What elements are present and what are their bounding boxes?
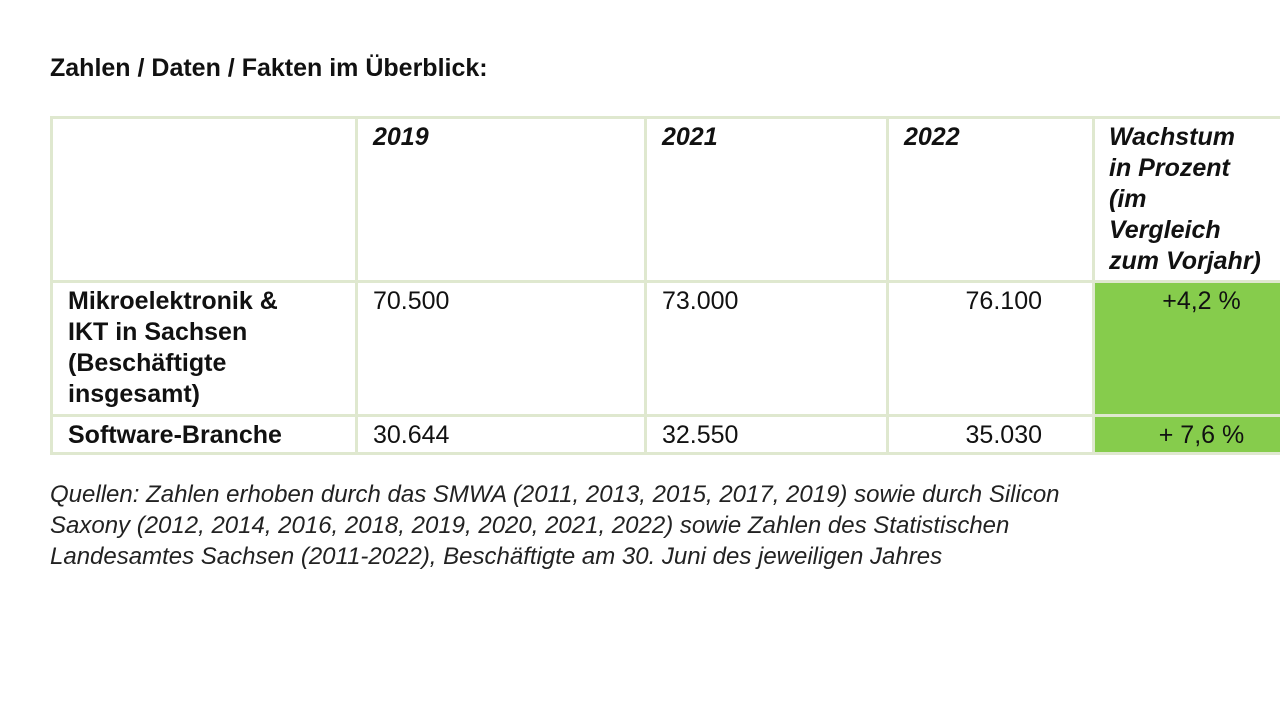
row-label-line: insgesamt) — [68, 380, 200, 408]
table-row-mikroelektronik: Mikroelektronik & IKT in Sachsen (Beschä… — [50, 280, 1280, 417]
row-label-line: IKT in Sachsen — [68, 318, 248, 346]
header-growth-line: in Prozent — [1109, 154, 1230, 182]
sources-line: Saxony (2012, 2014, 2016, 2018, 2019, 20… — [50, 512, 1010, 539]
cell-software-2019: 30.644 — [355, 414, 647, 455]
sources-note: Quellen: Zahlen erhoben durch das SMWA (… — [50, 479, 1240, 572]
sources-line: Landesamtes Sachsen (2011-2022), Beschäf… — [50, 543, 943, 570]
header-growth-line: Vergleich — [1109, 216, 1221, 244]
sources-line: Quellen: Zahlen erhoben durch das SMWA (… — [50, 481, 1060, 508]
header-growth-cell: Wachstum in Prozent (im Vergleich zum Vo… — [1092, 116, 1280, 283]
cell-mikro-2019: 70.500 — [355, 280, 647, 417]
row-label-software: Software-Branche — [50, 414, 358, 455]
header-growth-line: Wachstum — [1109, 123, 1235, 151]
page-heading: Zahlen / Daten / Fakten im Überblick: — [50, 54, 488, 82]
cell-software-2022: 35.030 — [886, 414, 1095, 455]
cell-software-2021: 32.550 — [644, 414, 889, 455]
header-empty-cell — [50, 116, 358, 283]
row-label-line: Software-Branche — [68, 421, 282, 449]
row-label-line: (Beschäftigte — [68, 349, 227, 377]
row-label-mikroelektronik: Mikroelektronik & IKT in Sachsen (Beschä… — [50, 280, 358, 417]
cell-software-growth: + 7,6 % — [1092, 414, 1280, 455]
header-growth-line: (im — [1109, 185, 1147, 213]
table-row-software: Software-Branche 30.644 32.550 35.030 + … — [50, 414, 1280, 455]
facts-table: 2019 2021 2022 Wachstum in Prozent (im V… — [50, 116, 1280, 455]
header-year-2022: 2022 — [886, 116, 1095, 283]
cell-mikro-2021: 73.000 — [644, 280, 889, 417]
cell-mikro-growth: +4,2 % — [1092, 280, 1280, 417]
row-label-line: Mikroelektronik & — [68, 287, 278, 315]
cell-mikro-2022: 76.100 — [886, 280, 1095, 417]
header-year-2021: 2021 — [644, 116, 889, 283]
table-header-row: 2019 2021 2022 Wachstum in Prozent (im V… — [50, 116, 1280, 283]
header-year-2019: 2019 — [355, 116, 647, 283]
header-growth-line: zum Vorjahr) — [1109, 247, 1261, 275]
